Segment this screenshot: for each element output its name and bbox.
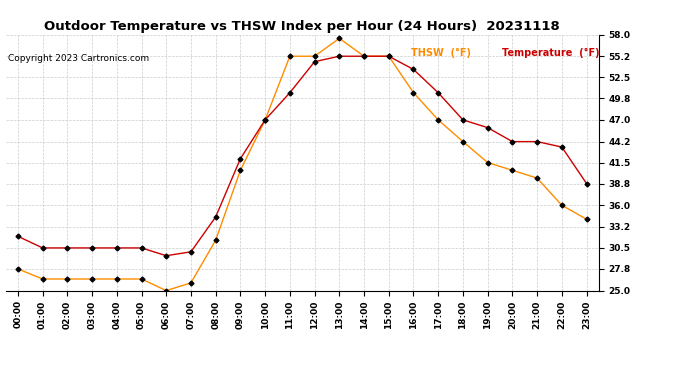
Text: Copyright 2023 Cartronics.com: Copyright 2023 Cartronics.com [8, 54, 150, 63]
Title: Outdoor Temperature vs THSW Index per Hour (24 Hours)  20231118: Outdoor Temperature vs THSW Index per Ho… [44, 20, 560, 33]
Text: THSW  (°F): THSW (°F) [411, 48, 471, 58]
Text: Temperature  (°F): Temperature (°F) [502, 48, 600, 58]
